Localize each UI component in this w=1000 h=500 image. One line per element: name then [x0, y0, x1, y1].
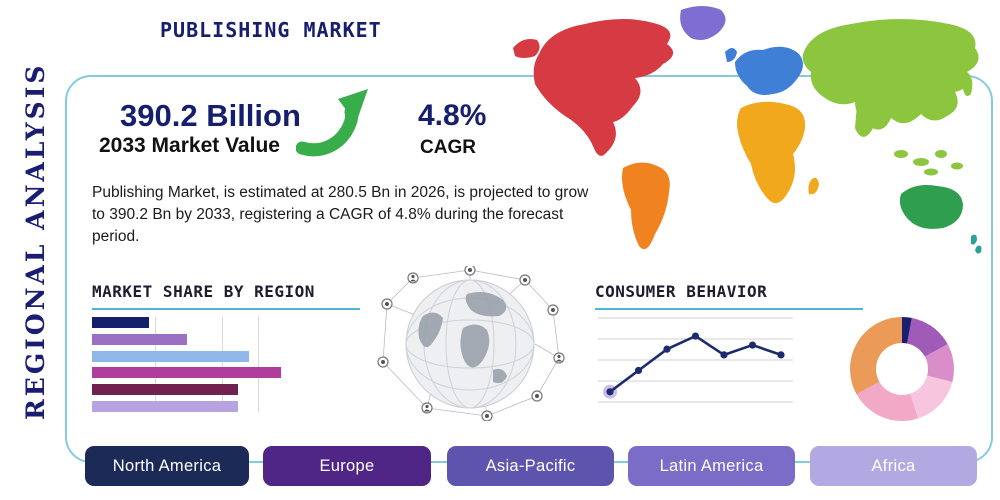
map-europe — [735, 46, 803, 95]
side-vertical-label: REGIONAL ANALYSIS — [21, 62, 50, 420]
bar-chart-gridline — [222, 317, 223, 412]
region-button-asia-pacific[interactable]: Asia-Pacific — [447, 446, 614, 486]
market-share-bar-1 — [92, 333, 187, 345]
market-summary-text: Publishing Market, is estimated at 280.5… — [92, 184, 589, 245]
market-share-bar-4 — [92, 384, 238, 396]
bar-chart-bars — [92, 317, 362, 412]
map-uk — [725, 48, 737, 62]
region-button-europe[interactable]: Europe — [263, 446, 431, 486]
region-button-latin-america[interactable]: Latin America — [628, 446, 795, 486]
bar-chart-gridline — [258, 317, 259, 412]
consumer-behavior-line-chart — [598, 310, 793, 408]
map-india — [855, 101, 878, 137]
cagr-label: CAGR — [420, 137, 476, 158]
market-share-bar-chart — [92, 317, 362, 412]
line-chart-gridlines — [598, 317, 793, 403]
consumer-behavior-heading: CONSUMER BEHAVIOR — [595, 282, 863, 310]
bar-chart-gridline — [155, 317, 156, 412]
map-japan — [963, 72, 973, 96]
page-title: PUBLISHING MARKET — [160, 18, 382, 42]
person-node-icon — [424, 404, 430, 412]
market-share-bar-5 — [92, 400, 238, 412]
market-share-heading: MARKET SHARE BY REGION — [92, 282, 360, 310]
map-africa — [737, 101, 806, 204]
map-asia — [802, 19, 979, 130]
map-australia — [899, 185, 963, 229]
map-madagascar — [808, 177, 819, 195]
map-alaska — [513, 39, 540, 58]
market-share-bar-0 — [92, 317, 149, 328]
region-button-africa[interactable]: Africa — [810, 446, 977, 486]
market-value-label: 2033 Market Value — [99, 134, 280, 157]
growth-arrow-icon — [296, 89, 368, 157]
market-value-stat: 390.2 Billion — [120, 98, 301, 133]
map-southeast-asia — [894, 150, 963, 176]
cagr-stat: 4.8% — [418, 99, 487, 132]
map-north-america — [533, 19, 674, 156]
region-button-north-america[interactable]: North America — [85, 446, 249, 486]
map-south-america — [622, 162, 670, 250]
person-node-icon — [410, 274, 416, 282]
person-node-icon — [556, 354, 562, 362]
map-new-zealand — [971, 234, 982, 254]
globe-network-icon — [377, 266, 565, 421]
market-share-bar-3 — [92, 367, 281, 379]
market-share-bar-2 — [92, 350, 249, 362]
world-map-graphic — [513, 6, 982, 254]
donut-chart — [850, 317, 954, 421]
map-greenland — [680, 6, 726, 40]
